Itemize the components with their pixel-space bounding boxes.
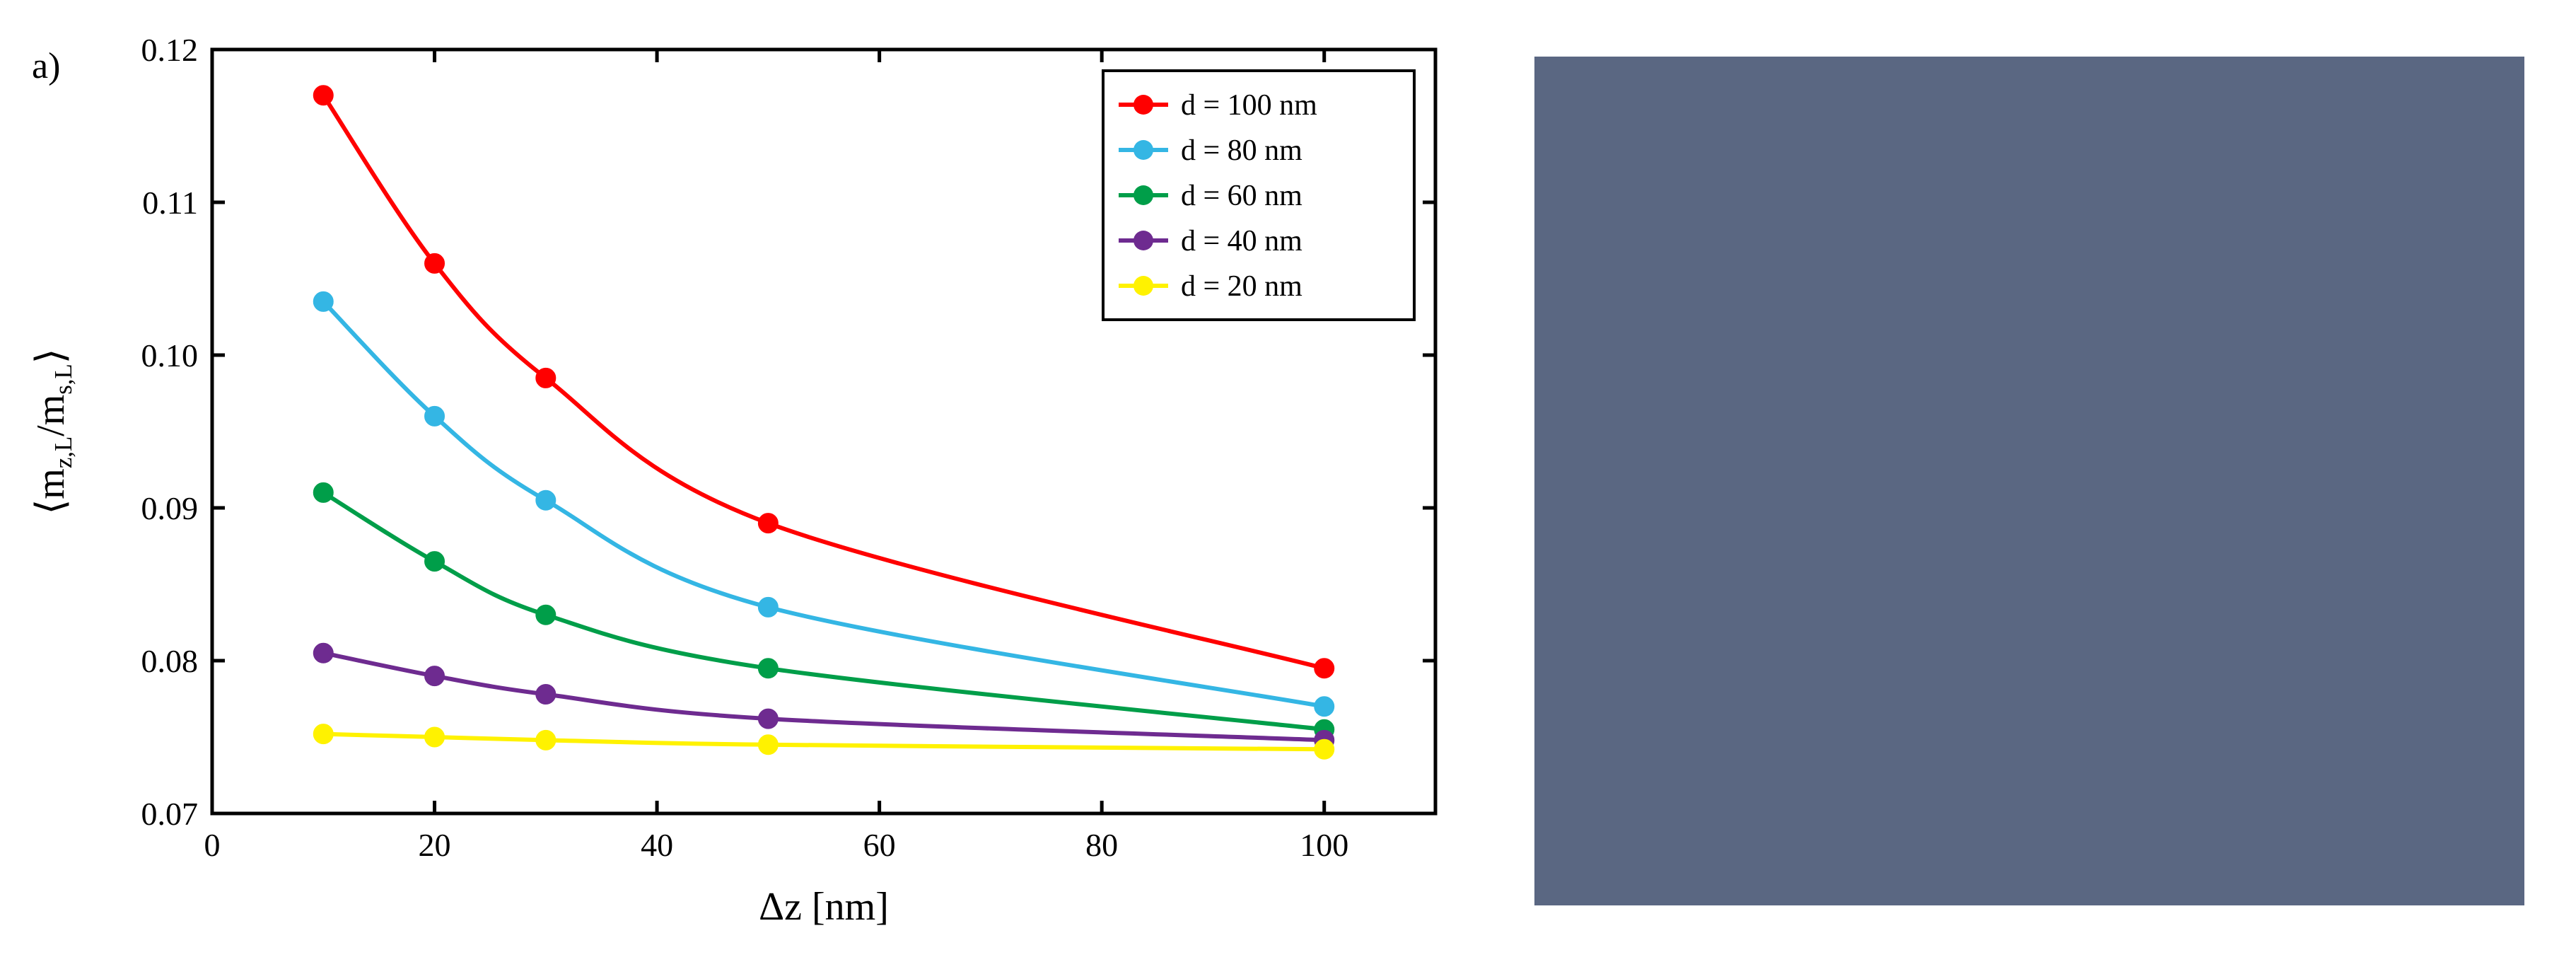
series-marker xyxy=(536,685,556,705)
series-marker xyxy=(536,368,556,388)
legend-label: d = 80 nm xyxy=(1181,134,1302,167)
legend-swatch-marker xyxy=(1133,276,1153,296)
series-marker xyxy=(313,86,333,105)
legend-label: d = 20 nm xyxy=(1181,270,1302,303)
series-marker xyxy=(536,490,556,510)
series-marker xyxy=(425,406,445,426)
figure-row: 0 20 40 60 80 100 0.07 0.08 0.09 0.10 0.11 0.12 d = … xyxy=(0,0,2576,962)
series-marker xyxy=(313,482,333,502)
panel-a-label: a) xyxy=(32,46,60,86)
series-marker xyxy=(758,735,778,755)
panel-a: 0 20 40 60 80 100 0.07 0.08 0.09 0.10 0.11 0.12 d = … xyxy=(0,0,1485,962)
legend-swatch-marker xyxy=(1133,185,1153,205)
ytick-label: 0.09 xyxy=(141,490,199,526)
legend-swatch-marker xyxy=(1133,140,1153,160)
series-marker xyxy=(758,514,778,533)
ytick-label: 0.10 xyxy=(141,337,199,373)
series-marker xyxy=(425,253,445,273)
panel-b-bg xyxy=(1534,57,2524,905)
xtick-label: 100 xyxy=(1300,827,1348,863)
illustration-b-svg xyxy=(1485,0,2576,962)
series-marker xyxy=(313,643,333,663)
series-marker xyxy=(536,605,556,625)
series-marker xyxy=(758,659,778,678)
y-axis-label: ⟨mz,L/ms,L⟩ xyxy=(29,348,77,514)
legend-label: d = 60 nm xyxy=(1181,180,1302,212)
series-marker xyxy=(758,709,778,729)
ytick-label: 0.12 xyxy=(141,32,199,68)
panel-b xyxy=(1485,0,2576,962)
chart-a-svg: 0 20 40 60 80 100 0.07 0.08 0.09 0.10 0.11 0.12 d = … xyxy=(0,0,1485,962)
ytick-label: 0.07 xyxy=(141,796,199,832)
legend-swatch-marker xyxy=(1133,95,1153,115)
ytick-label: 0.08 xyxy=(141,643,199,679)
series-marker xyxy=(1315,659,1334,678)
series-marker xyxy=(1315,697,1334,717)
series-marker xyxy=(425,552,445,572)
legend-swatch-marker xyxy=(1133,231,1153,250)
series-marker xyxy=(425,666,445,686)
xtick-label: 60 xyxy=(863,827,896,863)
x-axis-label: Δz [nm] xyxy=(759,885,889,929)
legend-label: d = 40 nm xyxy=(1181,225,1302,257)
xtick-label: 20 xyxy=(419,827,451,863)
xtick-label: 80 xyxy=(1085,827,1118,863)
xtick-label: 40 xyxy=(641,827,673,863)
legend-label: d = 100 nm xyxy=(1181,89,1317,122)
series-marker xyxy=(1315,739,1334,759)
series-marker xyxy=(425,727,445,747)
series-marker xyxy=(313,291,333,311)
series-marker xyxy=(313,724,333,744)
series-marker xyxy=(536,730,556,750)
xtick-label: 0 xyxy=(204,827,221,863)
series-marker xyxy=(758,597,778,617)
ytick-label: 0.11 xyxy=(142,185,198,221)
